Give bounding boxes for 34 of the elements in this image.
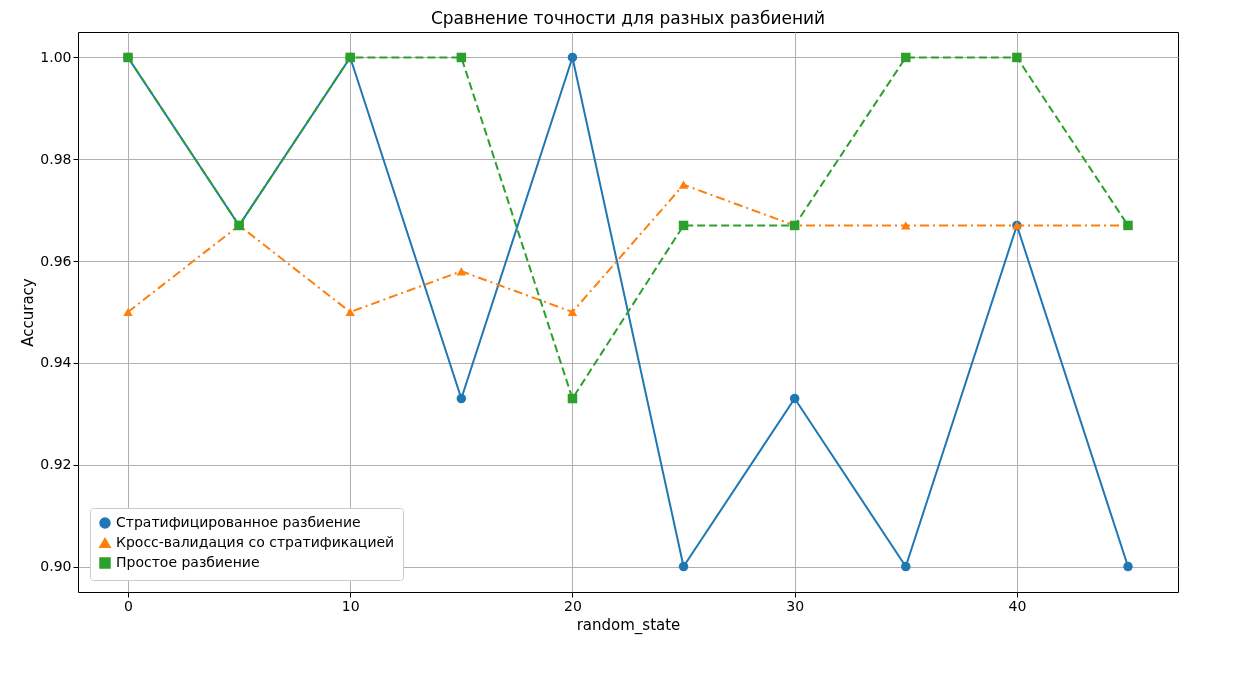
point xyxy=(456,52,467,63)
x-tick-label: 0 xyxy=(124,597,133,614)
point xyxy=(901,221,911,230)
point xyxy=(789,393,800,404)
y-tick-label: 0.98 xyxy=(40,150,72,167)
point xyxy=(567,307,578,317)
point xyxy=(1012,52,1022,63)
x-tick-label: 20 xyxy=(564,597,582,614)
point xyxy=(123,307,133,317)
x-tick-label: 10 xyxy=(341,597,360,614)
point xyxy=(1123,561,1133,572)
legend-label: Простое разбиение xyxy=(116,554,260,570)
legend-label: Стратифицированное разбиение xyxy=(116,514,361,530)
x-axis-title: random_state xyxy=(576,615,681,635)
point xyxy=(456,267,467,276)
x-tick-label: 30 xyxy=(786,597,805,614)
point xyxy=(678,220,689,231)
point xyxy=(678,561,689,572)
point xyxy=(567,52,578,63)
y-tick-label: 0.96 xyxy=(40,252,72,269)
point xyxy=(678,180,689,189)
point xyxy=(345,307,355,317)
y-axis-title: Accuracy xyxy=(19,278,38,347)
y-tick-label: 0.94 xyxy=(40,354,72,371)
y-tick-label: 0.90 xyxy=(40,558,72,575)
point xyxy=(567,393,578,404)
y-tick-label: 1.00 xyxy=(40,48,72,65)
point xyxy=(901,52,911,63)
chart-title: Сравнение точности для разных разбиений xyxy=(430,8,826,28)
point xyxy=(901,561,911,572)
point xyxy=(456,393,467,404)
x-tick-label: 40 xyxy=(1008,597,1027,614)
legend-label: Кросс-валидация со стратификацией xyxy=(116,534,395,550)
y-tick-label: 0.92 xyxy=(40,456,72,473)
